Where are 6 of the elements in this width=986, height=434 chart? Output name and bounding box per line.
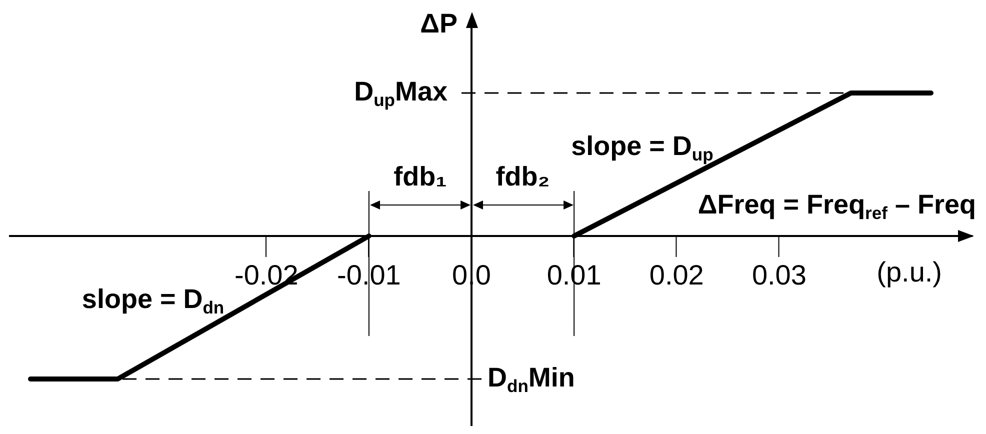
y-axis-title: ΔP — [420, 8, 458, 38]
x-tick-label: 0.02 — [649, 260, 704, 291]
x-tick-label: 0.03 — [752, 260, 806, 291]
annotation: (p.u.) — [876, 256, 942, 288]
ref-line-label: fdb₁ — [394, 161, 447, 192]
ref-line-label: fdb₂ — [496, 161, 550, 192]
